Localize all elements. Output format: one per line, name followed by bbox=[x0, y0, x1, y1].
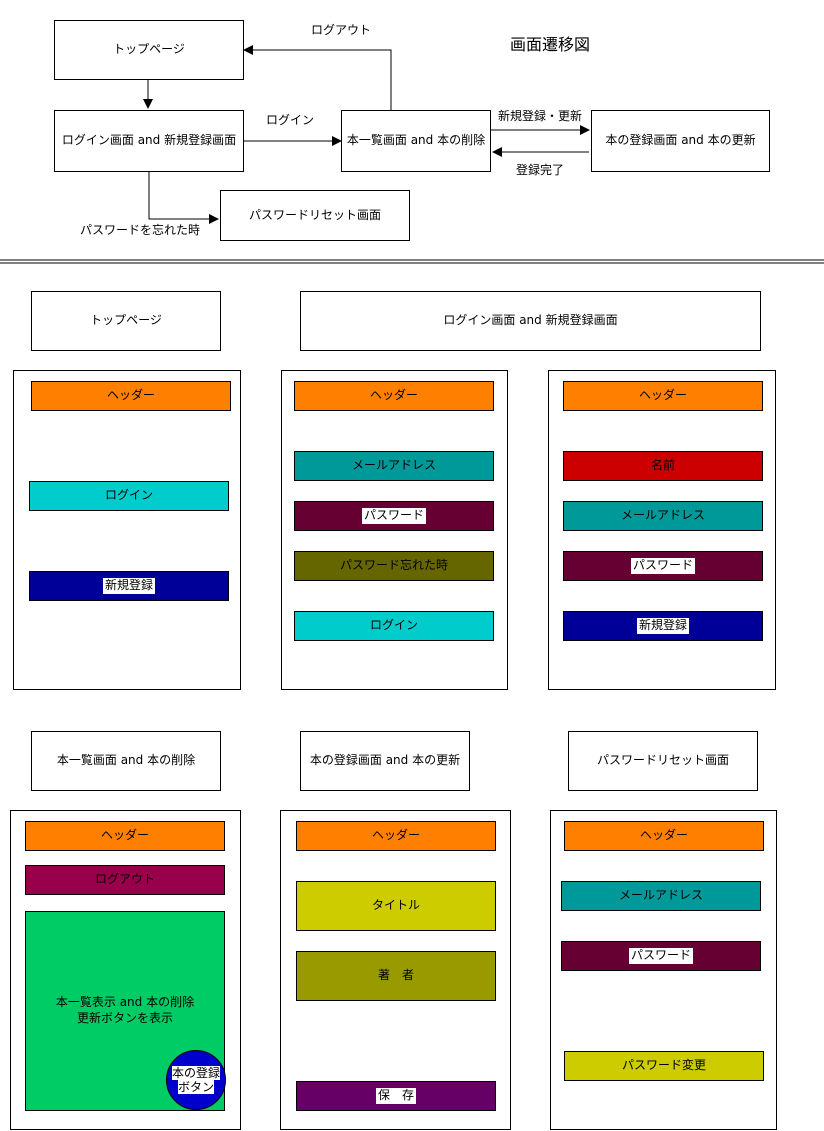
reset-email-field[interactable]: メールアドレス bbox=[561, 881, 761, 911]
reset-password-field[interactable]: パスワード bbox=[561, 941, 761, 971]
screen-title-book-register: 本の登録画面 and 本の更新 bbox=[300, 731, 470, 791]
login-password-field[interactable]: パスワード bbox=[294, 501, 494, 531]
register-header-label: ヘッダー bbox=[371, 828, 420, 843]
list-add-book-label-2: ボタン bbox=[177, 1080, 214, 1095]
node-password-reset-label: パスワードリセット画面 bbox=[248, 207, 381, 222]
login-header: ヘッダー bbox=[294, 381, 494, 411]
list-header-label: ヘッダー bbox=[100, 828, 149, 843]
top-header-label: ヘッダー bbox=[106, 388, 155, 403]
signup-header: ヘッダー bbox=[563, 381, 763, 411]
signup-name-field[interactable]: 名前 bbox=[563, 451, 763, 481]
flow-connectors bbox=[0, 45, 824, 264]
register-header: ヘッダー bbox=[296, 821, 496, 851]
reset-password-field-label: パスワード bbox=[628, 948, 693, 964]
signup-header-label: ヘッダー bbox=[638, 388, 687, 403]
reset-email-field-label: メールアドレス bbox=[618, 888, 703, 903]
login-header-label: ヘッダー bbox=[369, 388, 418, 403]
signup-password-field[interactable]: パスワード bbox=[563, 551, 763, 581]
screen-title-book-register-label: 本の登録画面 and 本の更新 bbox=[309, 753, 461, 768]
register-save-button-label: 保 存 bbox=[375, 1088, 416, 1104]
mock-top-page bbox=[13, 370, 241, 690]
edge-label-done: 登録完了 bbox=[516, 163, 565, 177]
login-submit-button[interactable]: ログイン bbox=[294, 611, 494, 641]
list-content-line2: 更新ボタンを表示 bbox=[76, 1011, 173, 1025]
screen-title-top-label: トップページ bbox=[90, 313, 162, 328]
login-forgot-link[interactable]: パスワード忘れた時 bbox=[294, 551, 494, 581]
login-password-field-label: パスワード bbox=[361, 508, 426, 524]
edge-label-logout: ログアウト bbox=[311, 23, 372, 37]
list-add-book-button[interactable]: 本の登録 ボタン bbox=[166, 1050, 226, 1110]
signup-submit-button-label: 新規登録 bbox=[636, 618, 689, 634]
edge-label-login: ログイン bbox=[266, 113, 315, 127]
screen-title-book-list: 本一覧画面 and 本の削除 bbox=[31, 731, 221, 791]
reset-change-button-label: パスワード変更 bbox=[621, 1058, 706, 1073]
diagram-title: 画面遷移図 bbox=[510, 35, 591, 54]
screen-title-login-signup-label: ログイン画面 and 新規登録画面 bbox=[443, 313, 618, 328]
register-author-field[interactable]: 著 者 bbox=[296, 951, 496, 1001]
list-content-line1: 本一覧表示 and 本の削除 bbox=[55, 995, 195, 1010]
top-header: ヘッダー bbox=[31, 381, 231, 411]
signup-email-field[interactable]: メールアドレス bbox=[563, 501, 763, 531]
node-login-signup-label: ログイン画面 and 新規登録画面 bbox=[61, 133, 237, 148]
reset-change-button[interactable]: パスワード変更 bbox=[564, 1051, 764, 1081]
node-book-register-label: 本の登録画面 and 本の更新 bbox=[605, 133, 756, 148]
top-signup-button[interactable]: 新規登録 bbox=[29, 571, 229, 601]
login-email-field[interactable]: メールアドレス bbox=[294, 451, 494, 481]
node-top-page-label: トップページ bbox=[113, 42, 185, 57]
signup-password-field-label: パスワード bbox=[630, 558, 695, 574]
screen-title-top: トップページ bbox=[31, 291, 221, 351]
login-forgot-link-label: パスワード忘れた時 bbox=[339, 558, 448, 573]
register-save-button[interactable]: 保 存 bbox=[296, 1081, 496, 1111]
edge-logout bbox=[243, 45, 392, 110]
edge-label-new-update: 新規登録・更新 bbox=[498, 109, 583, 123]
node-top-page: トップページ bbox=[54, 20, 244, 80]
login-email-field-label: メールアドレス bbox=[351, 458, 436, 473]
node-book-list: 本一覧画面 and 本の削除 bbox=[341, 110, 491, 172]
register-author-field-label: 著 者 bbox=[377, 968, 414, 983]
list-logout-button[interactable]: ログアウト bbox=[25, 865, 225, 895]
list-add-book-label-1: 本の登録 bbox=[171, 1065, 220, 1080]
reset-header: ヘッダー bbox=[564, 821, 764, 851]
signup-name-field-label: 名前 bbox=[650, 458, 675, 473]
edge-forgot bbox=[148, 172, 219, 224]
reset-header-label: ヘッダー bbox=[639, 828, 688, 843]
screen-title-password-reset-label: パスワードリセット画面 bbox=[596, 753, 729, 768]
signup-email-field-label: メールアドレス bbox=[620, 508, 705, 523]
node-password-reset: パスワードリセット画面 bbox=[220, 190, 410, 241]
list-logout-button-label: ログアウト bbox=[94, 872, 155, 887]
login-submit-button-label: ログイン bbox=[369, 618, 418, 633]
top-signup-button-label: 新規登録 bbox=[102, 578, 155, 594]
node-login-signup: ログイン画面 and 新規登録画面 bbox=[54, 110, 244, 172]
register-title-field-label: タイトル bbox=[371, 898, 420, 913]
edge-label-forgot: パスワードを忘れた時 bbox=[80, 223, 201, 237]
node-book-register: 本の登録画面 and 本の更新 bbox=[591, 110, 770, 172]
screen-title-book-list-label: 本一覧画面 and 本の削除 bbox=[56, 753, 196, 768]
register-title-field[interactable]: タイトル bbox=[296, 881, 496, 931]
node-book-list-label: 本一覧画面 and 本の削除 bbox=[346, 133, 486, 148]
screen-title-password-reset: パスワードリセット画面 bbox=[568, 731, 758, 791]
screen-title-login-signup: ログイン画面 and 新規登録画面 bbox=[300, 291, 761, 351]
list-header: ヘッダー bbox=[25, 821, 225, 851]
signup-submit-button[interactable]: 新規登録 bbox=[563, 611, 763, 641]
top-login-button[interactable]: ログイン bbox=[29, 481, 229, 511]
top-login-button-label: ログイン bbox=[104, 488, 153, 503]
